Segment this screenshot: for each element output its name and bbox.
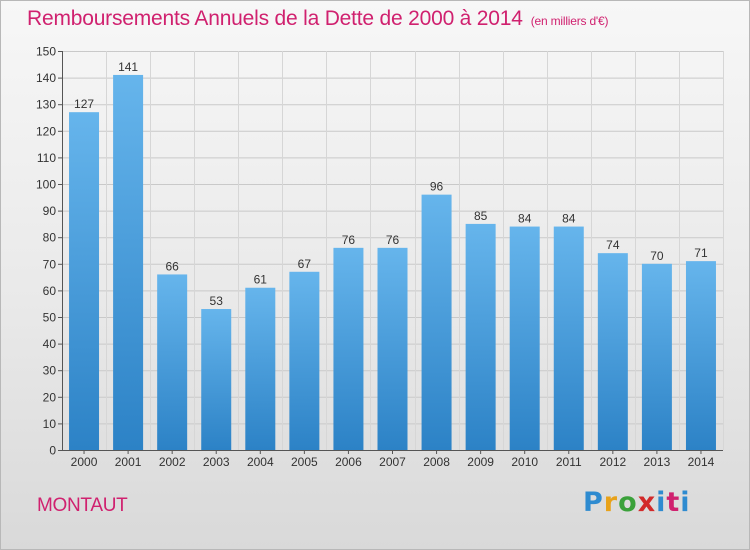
bar <box>597 253 628 450</box>
title-text: Remboursements Annuels de la Dette de 20… <box>27 7 523 30</box>
y-tick-label: 0 <box>49 444 56 458</box>
unit-label: (en milliers d'€) <box>530 14 609 28</box>
y-tick-label: 130 <box>36 98 56 112</box>
x-tick-label: 2001 <box>115 455 142 469</box>
logo-letter: x <box>637 487 657 518</box>
chart-title: Remboursements Annuels de la Dette de 20… <box>27 7 608 31</box>
y-tick-label: 70 <box>43 257 57 271</box>
data-label: 84 <box>518 212 532 226</box>
data-label: 67 <box>298 257 312 271</box>
bar <box>157 274 188 450</box>
x-tick-label: 2003 <box>203 455 230 469</box>
x-tick-label: 2013 <box>644 455 671 469</box>
data-label: 61 <box>254 273 268 287</box>
data-label: 85 <box>474 209 488 223</box>
x-tick-label: 2006 <box>335 455 362 469</box>
logo-letter: i <box>680 487 691 518</box>
logo-letter: o <box>618 487 638 518</box>
y-tick-label: 140 <box>36 71 56 85</box>
bar <box>553 226 584 450</box>
x-tick-label: 2002 <box>159 455 186 469</box>
data-label: 96 <box>430 180 444 194</box>
data-label: 84 <box>562 212 576 226</box>
data-label: 76 <box>342 233 356 247</box>
x-tick-label: 2010 <box>511 455 538 469</box>
bar <box>509 226 540 450</box>
labels-group: 127 141 66 53 61 67 76 76 96 85 84 84 74 70 71 <box>74 60 708 308</box>
x-tick-label: 2005 <box>291 455 318 469</box>
data-label: 76 <box>386 233 400 247</box>
proxiti-logo[interactable]: Proxiti <box>583 487 691 518</box>
data-label: 66 <box>165 259 179 273</box>
x-tick-label: 2004 <box>247 455 274 469</box>
logo-letter: P <box>583 487 604 518</box>
bars-group <box>69 74 716 451</box>
y-tick-label: 50 <box>43 311 57 325</box>
y-tick-label: 150 <box>36 45 56 59</box>
y-tick-label: 110 <box>37 151 56 165</box>
data-label: 70 <box>650 249 664 263</box>
bar <box>641 263 672 450</box>
bar <box>289 271 320 450</box>
bar <box>201 309 232 450</box>
data-label: 71 <box>694 246 708 260</box>
y-tick-label: 30 <box>43 364 57 378</box>
data-label: 141 <box>118 60 138 74</box>
y-tick-label: 120 <box>36 124 56 138</box>
y-tick-label: 40 <box>43 337 57 351</box>
x-tick-label: 2009 <box>467 455 494 469</box>
data-label: 53 <box>210 294 224 308</box>
data-label: 127 <box>74 97 94 111</box>
commune-name: MONTAUT <box>37 495 128 516</box>
x-tick-label: 2000 <box>71 455 98 469</box>
y-tick-label: 10 <box>43 417 57 431</box>
x-tick-label: 2008 <box>423 455 450 469</box>
logo-letter: i <box>656 487 667 518</box>
logo-letter: t <box>666 487 681 518</box>
bar <box>377 247 408 450</box>
bar <box>465 223 496 450</box>
x-tick-label: 2007 <box>379 455 406 469</box>
bar <box>333 247 364 450</box>
x-tick-label: 2011 <box>556 455 582 469</box>
bar <box>245 287 276 450</box>
axes-group: 0 10 20 30 40 50 60 70 80 90 100 110 120 130 140 150 200… <box>36 45 723 469</box>
bar <box>421 194 452 450</box>
bar <box>113 74 144 450</box>
y-tick-label: 20 <box>43 390 57 404</box>
bar <box>69 112 100 451</box>
y-tick-label: 60 <box>43 284 57 298</box>
y-tick-label: 100 <box>36 178 56 192</box>
x-tick-label: 2014 <box>688 455 715 469</box>
data-label: 74 <box>606 238 620 252</box>
x-tick-label: 2012 <box>599 455 626 469</box>
y-tick-label: 90 <box>43 204 57 218</box>
logo-letter: r <box>603 487 619 518</box>
y-tick-label: 80 <box>43 231 57 245</box>
bar <box>685 261 716 450</box>
